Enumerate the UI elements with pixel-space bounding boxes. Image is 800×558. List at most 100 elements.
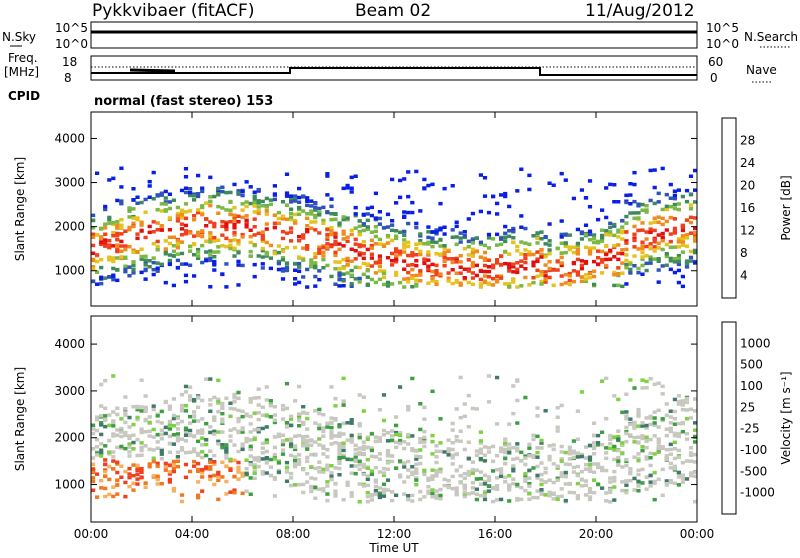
echo-cell (462, 233, 467, 238)
ylabel: Slant Range [km] (13, 157, 27, 261)
echo-cell (167, 470, 172, 474)
echo-cell (212, 482, 217, 487)
echo-cell (648, 255, 653, 259)
echo-cell (478, 242, 483, 246)
echo-cell (95, 453, 100, 457)
echo-cell (442, 232, 447, 236)
echo-cell (612, 222, 617, 227)
echo-cell (410, 263, 415, 267)
echo-cell (515, 244, 520, 249)
echo-cell (592, 240, 597, 245)
echo-cell (276, 250, 281, 255)
echo-cell (179, 222, 185, 226)
echo-cell (272, 445, 277, 450)
echo-cell (107, 217, 112, 222)
echo-cell (640, 246, 645, 251)
echo-cell (228, 434, 233, 438)
echo-cell (527, 173, 532, 178)
echo-cell (693, 248, 698, 253)
echo-cell (183, 279, 189, 284)
echo-cell (442, 483, 447, 488)
echo-cell (583, 273, 589, 277)
echo-cell (462, 471, 467, 476)
echo-cell (167, 407, 172, 411)
echo-cell (632, 254, 637, 258)
echo-cell (305, 416, 310, 421)
echo-cell (394, 432, 399, 437)
echo-cell (289, 437, 294, 441)
echo-cell (567, 282, 572, 287)
echo-cell (410, 251, 415, 255)
echo-cell (414, 221, 419, 226)
echo-cell (644, 455, 649, 459)
echo-cell (289, 217, 294, 222)
echo-cell (321, 434, 326, 438)
echo-cell (260, 233, 265, 238)
echo-cell (381, 418, 387, 423)
echo-cell (321, 205, 326, 210)
echo-cell (503, 441, 508, 445)
echo-cell (527, 476, 532, 480)
echo-cell (228, 468, 233, 472)
echo-cell (147, 230, 152, 235)
echo-cell (458, 236, 463, 240)
echo-cell (329, 442, 334, 446)
echo-cell (224, 224, 229, 229)
echo-cell (345, 239, 350, 244)
echo-cell (426, 485, 431, 489)
ytick-label: 1000 (54, 264, 85, 278)
echo-cell (111, 419, 116, 424)
echo-cell (143, 277, 148, 281)
echo-cell (236, 242, 241, 246)
echo-cell (175, 265, 180, 270)
echo-cell (317, 437, 322, 441)
colorbar-tick-label: -500 (740, 464, 767, 478)
echo-cell (418, 448, 423, 452)
echo-cell (289, 483, 294, 488)
echo-cell (474, 497, 479, 502)
echo-cell (660, 264, 665, 268)
echo-cell (236, 396, 241, 401)
echo-cell (95, 232, 100, 237)
echo-cell (394, 273, 399, 277)
echo-cell (596, 441, 601, 445)
echo-cell (240, 189, 245, 194)
echo-cell (127, 225, 132, 230)
echo-cell (381, 393, 387, 397)
echo-cell (252, 458, 257, 462)
echo-cell (555, 478, 560, 482)
echo-cell (103, 238, 108, 242)
echo-cell (587, 229, 593, 233)
echo-cell (495, 243, 500, 247)
echo-cell (583, 456, 589, 460)
echo-cell (648, 480, 653, 484)
echo-cell (575, 243, 580, 247)
echo-cell (543, 235, 548, 240)
echo-cell (317, 470, 322, 474)
echo-cell (515, 267, 520, 272)
echo-cell (309, 199, 314, 203)
echo-cell (264, 222, 269, 226)
echo-cell (693, 434, 698, 439)
echo-cell (349, 433, 354, 438)
echo-cell (644, 445, 649, 450)
echo-cell (636, 414, 641, 418)
echo-cell (208, 175, 213, 180)
echo-cell (579, 237, 584, 241)
echo-cell (563, 241, 568, 245)
echo-cell (236, 419, 241, 424)
echo-cell (596, 240, 601, 245)
echo-cell (515, 249, 520, 253)
echo-cell (228, 220, 233, 224)
echo-cell (341, 444, 346, 449)
echo-cell (264, 196, 269, 201)
echo-cell (430, 495, 435, 499)
echo-cell (430, 182, 435, 187)
echo-cell (507, 234, 512, 239)
echo-cell (640, 272, 645, 276)
echo-cell (321, 221, 326, 225)
echo-cell (127, 425, 132, 429)
echo-cell (587, 490, 593, 495)
echo-cell (357, 280, 362, 284)
echo-cell (260, 246, 265, 251)
